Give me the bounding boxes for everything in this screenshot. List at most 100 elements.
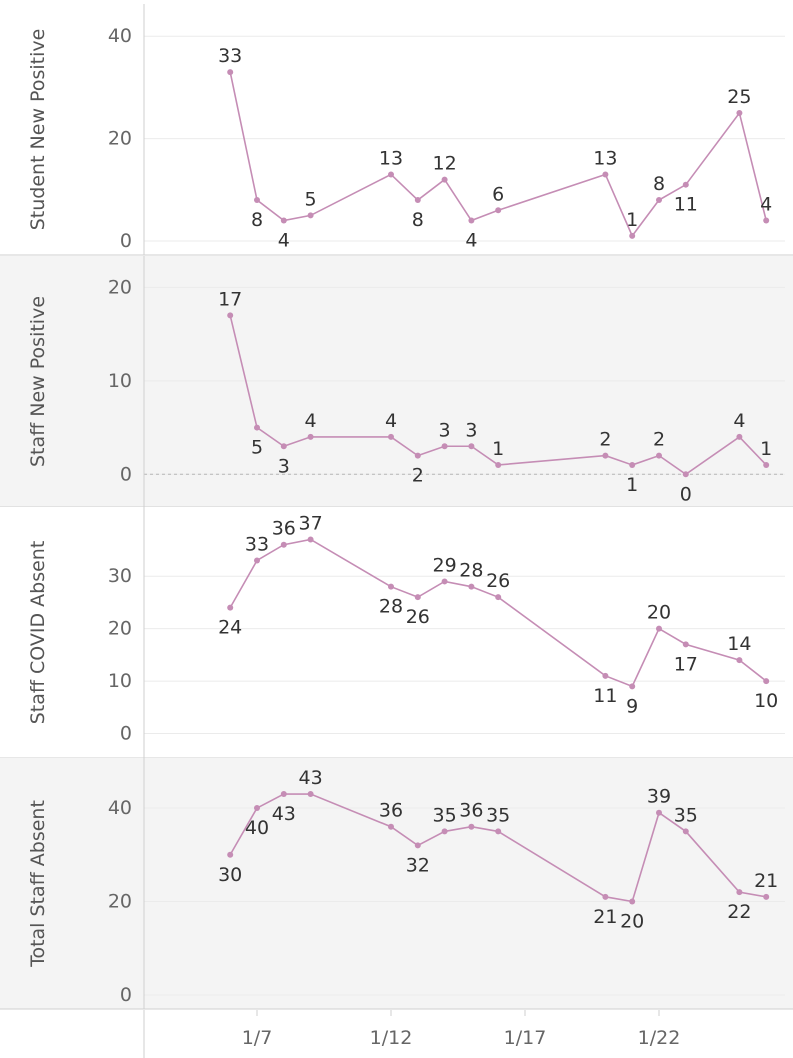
data-point	[307, 433, 314, 440]
data-label: 10	[754, 690, 778, 712]
data-point	[602, 452, 609, 459]
data-label: 3	[465, 419, 477, 441]
data-label: 33	[218, 45, 242, 67]
data-label: 14	[727, 633, 751, 655]
data-label: 17	[218, 288, 242, 310]
data-point	[468, 217, 475, 224]
y-tick-label: 20	[108, 891, 132, 913]
x-tick-label: 1/7	[242, 1027, 273, 1049]
data-point	[682, 471, 689, 478]
y-axis-label: Student New Positive	[27, 29, 49, 231]
data-label: 20	[620, 911, 644, 933]
data-point	[280, 217, 287, 224]
y-axis-label: Staff New Positive	[27, 296, 49, 467]
y-tick-label: 0	[120, 984, 132, 1006]
panel-background	[0, 758, 793, 1009]
data-point	[629, 461, 636, 468]
data-label: 35	[674, 804, 698, 826]
x-tick-label: 1/22	[638, 1027, 681, 1049]
data-point	[763, 893, 770, 900]
data-label: 4	[760, 194, 772, 216]
data-label: 36	[459, 800, 483, 822]
data-point	[763, 678, 770, 685]
data-label: 8	[251, 209, 263, 231]
data-point	[414, 842, 421, 849]
data-label: 5	[251, 437, 263, 459]
data-label: 21	[754, 870, 778, 892]
data-label: 2	[653, 429, 665, 451]
y-tick-label: 0	[120, 723, 132, 745]
y-tick-label: 40	[108, 25, 132, 47]
data-point	[307, 212, 314, 219]
x-tick-label: 1/12	[370, 1027, 413, 1049]
data-point	[307, 791, 314, 798]
data-point	[656, 809, 662, 816]
data-point	[414, 594, 421, 601]
data-label: 30	[218, 864, 242, 886]
data-label: 2	[599, 429, 611, 451]
data-point	[280, 443, 287, 450]
data-label: 40	[245, 817, 269, 839]
data-label: 12	[433, 153, 457, 175]
data-point	[280, 541, 287, 548]
data-label: 28	[379, 596, 403, 618]
data-point	[682, 828, 689, 835]
data-point	[602, 893, 609, 900]
data-point	[227, 69, 234, 76]
y-tick-label: 20	[108, 128, 132, 150]
data-label: 8	[653, 173, 665, 195]
y-tick-label: 10	[108, 370, 132, 392]
data-point	[656, 452, 662, 459]
data-point	[441, 828, 448, 835]
data-label: 1	[760, 438, 772, 460]
data-point	[307, 536, 314, 543]
x-tick-label: 1/17	[504, 1027, 547, 1049]
data-point	[441, 443, 448, 450]
data-point	[388, 171, 394, 178]
y-axis-label: Staff COVID Absent	[27, 541, 49, 725]
data-point	[441, 176, 448, 183]
y-tick-label: 30	[108, 565, 132, 587]
data-label: 1	[626, 474, 638, 496]
data-label: 35	[433, 804, 457, 826]
data-label: 25	[727, 86, 751, 108]
data-point	[602, 171, 609, 178]
data-label: 24	[218, 617, 242, 639]
data-label: 43	[272, 803, 296, 825]
y-tick-label: 0	[120, 230, 132, 252]
data-point	[414, 452, 421, 459]
data-label: 17	[674, 653, 698, 675]
data-point	[602, 672, 609, 679]
data-label: 1	[492, 438, 504, 460]
data-point	[441, 578, 448, 585]
data-point	[254, 557, 260, 564]
data-point	[629, 683, 636, 690]
data-label: 3	[278, 455, 290, 477]
data-label: 36	[272, 518, 296, 540]
data-point	[736, 657, 743, 664]
data-point	[468, 443, 475, 450]
data-point	[495, 461, 502, 468]
data-label: 32	[406, 854, 430, 876]
data-label: 1	[626, 209, 638, 231]
y-tick-label: 20	[108, 618, 132, 640]
y-tick-label: 40	[108, 797, 132, 819]
data-point	[227, 604, 234, 611]
data-point	[763, 217, 770, 224]
panel-background	[0, 4, 793, 255]
data-label: 36	[379, 800, 403, 822]
data-point	[468, 583, 475, 590]
panel-background	[0, 507, 793, 758]
data-label: 4	[305, 410, 317, 432]
data-point	[736, 433, 743, 440]
data-point	[656, 625, 662, 632]
data-point	[414, 197, 421, 204]
data-label: 4	[278, 230, 290, 252]
data-point	[254, 424, 260, 431]
data-point	[682, 641, 689, 648]
panel-background	[0, 256, 793, 507]
data-point	[388, 823, 394, 830]
data-label: 4	[385, 410, 397, 432]
data-point	[629, 232, 636, 239]
